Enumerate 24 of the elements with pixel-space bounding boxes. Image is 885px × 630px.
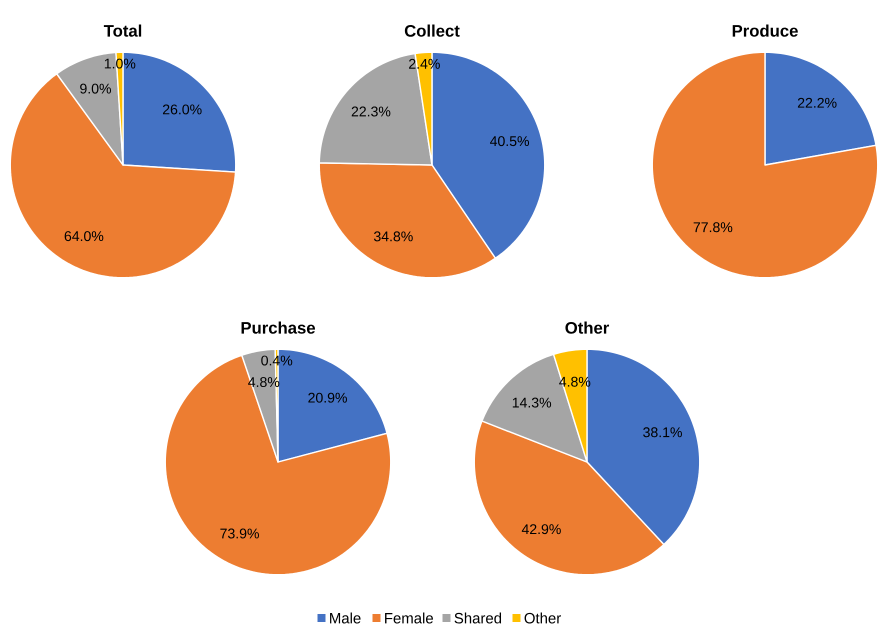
legend-label: Shared	[454, 612, 502, 624]
data-label: 26.0%	[162, 104, 202, 114]
data-label: 9.0%	[80, 84, 112, 94]
legend-label: Other	[524, 612, 561, 624]
chart-title: Total	[104, 24, 142, 37]
data-label: 40.5%	[490, 136, 530, 146]
chart-title: Other	[565, 321, 610, 334]
data-label: 1.0%	[104, 58, 136, 69]
data-label: 22.2%	[798, 98, 837, 108]
data-label: 77.8%	[694, 222, 732, 232]
data-label: 20.9%	[308, 392, 347, 403]
data-label: 2.4%	[409, 58, 440, 69]
data-label: 42.9%	[522, 524, 561, 534]
data-label: 73.9%	[220, 528, 259, 538]
data-label: 38.1%	[643, 427, 682, 438]
legend-label: Male	[330, 612, 361, 624]
chart-title: Produce	[732, 24, 798, 37]
data-label: 22.3%	[352, 106, 390, 116]
data-label: 14.3%	[512, 398, 552, 408]
legend-label: Female	[385, 612, 433, 624]
chart-title: Purchase	[242, 321, 316, 334]
data-label: 64.0%	[64, 231, 104, 242]
data-label: 34.8%	[374, 231, 413, 242]
chart-title: Collect	[404, 24, 460, 37]
